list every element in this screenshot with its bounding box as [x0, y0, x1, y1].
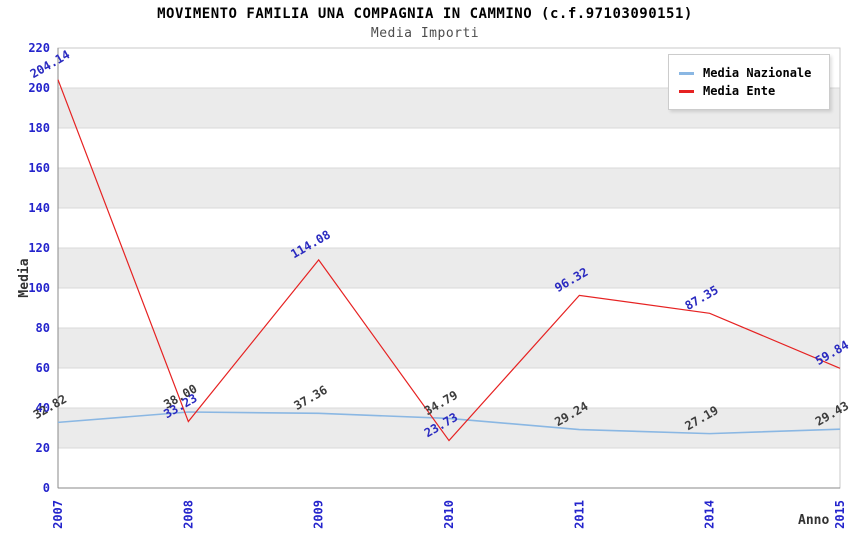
legend-swatch-media-nazionale	[679, 71, 694, 75]
y-tick-label: 0	[43, 481, 50, 495]
series-line-media-ente	[57, 79, 841, 442]
x-tick-label: 2008	[181, 500, 195, 529]
y-axis-title: Media	[17, 258, 32, 298]
x-tick-label: 2015	[833, 500, 847, 529]
x-tick-label: 2010	[442, 500, 456, 529]
plot-band	[58, 328, 840, 368]
legend-swatch-media-ente	[679, 89, 694, 93]
y-tick-label: 160	[28, 161, 50, 175]
x-tick-label: 2014	[703, 500, 717, 529]
plot-band	[58, 248, 840, 288]
y-tick-label: 120	[28, 241, 50, 255]
y-tick-label: 80	[36, 321, 50, 335]
legend-item-media-nazionale: Media Nazionale	[679, 66, 819, 80]
y-tick-label: 100	[28, 281, 50, 295]
legend: Media Nazionale Media Ente	[668, 54, 830, 110]
chart-subtitle: Media Importi	[370, 26, 480, 41]
x-tick-label: 2011	[572, 500, 586, 529]
series-line-media-nazionale	[57, 411, 841, 435]
chart-title: MOVIMENTO FAMILIA UNA COMPAGNIA IN CAMMI…	[157, 6, 693, 22]
y-tick-label: 180	[28, 121, 50, 135]
x-tick-label: 2009	[312, 500, 326, 529]
x-tick-label: 2007	[51, 500, 65, 529]
y-tick-label: 200	[28, 81, 50, 95]
y-tick-label: 220	[28, 41, 50, 55]
x-axis-title: Anno	[798, 513, 830, 528]
y-tick-label: 60	[36, 361, 50, 375]
legend-label: Media Nazionale	[703, 66, 812, 80]
y-tick-label: 140	[28, 201, 50, 215]
legend-item-media-ente: Media Ente	[679, 84, 819, 98]
y-tick-label: 20	[36, 441, 50, 455]
plot-band	[58, 168, 840, 208]
y-tick-label: 40	[36, 401, 50, 415]
legend-label: Media Ente	[703, 84, 776, 98]
